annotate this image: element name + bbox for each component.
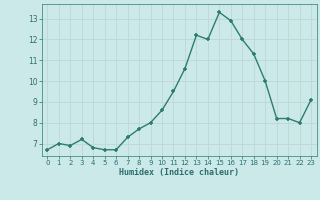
X-axis label: Humidex (Indice chaleur): Humidex (Indice chaleur) — [119, 168, 239, 177]
